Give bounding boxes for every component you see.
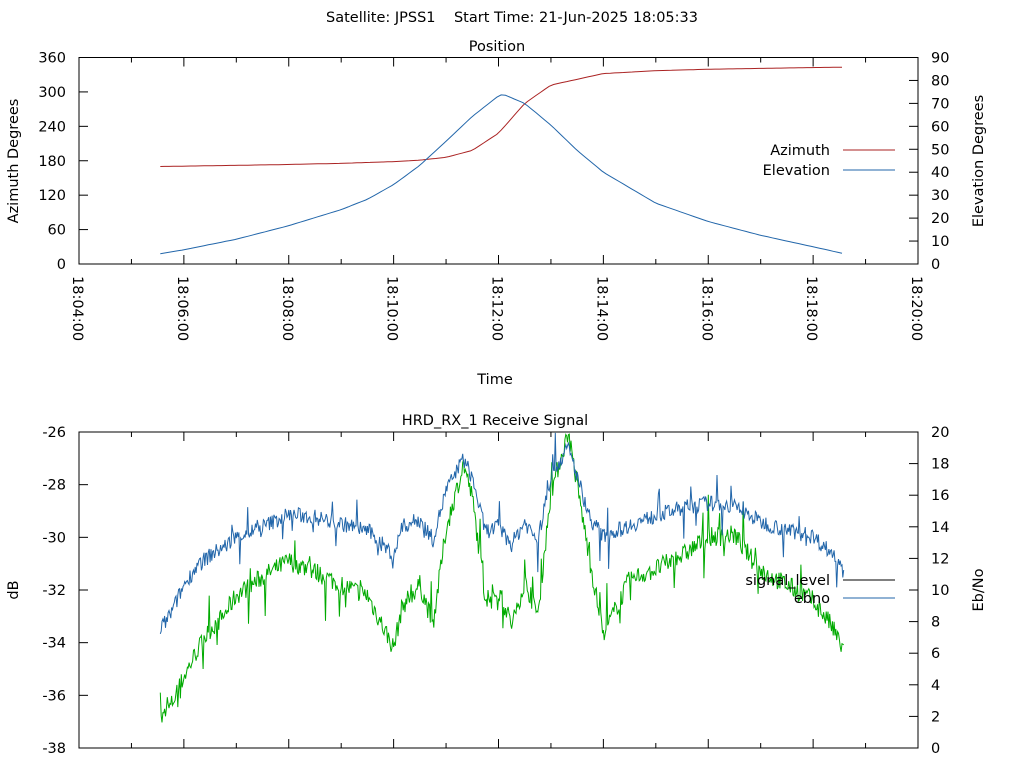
- position-y-tick-labels: 0 60 120 180 240 300 360: [38, 51, 66, 274]
- position-ticks: [78, 57, 919, 265]
- y-tick-label: 60: [48, 223, 66, 239]
- x-tick-label: 18:18:00: [803, 276, 819, 341]
- y-tick-label: -26: [42, 425, 66, 441]
- y2-tick-label: 40: [931, 165, 949, 181]
- receive-plot-frame: [78, 431, 919, 749]
- receive-y-tick-labels: -38 -36 -34 -32 -30 -28 -26: [42, 425, 66, 757]
- y-tick-label: -36: [42, 688, 66, 704]
- y-tick-label: -34: [42, 636, 66, 652]
- x-tick-label: 18:06:00: [174, 276, 190, 341]
- y-tick-label: -30: [42, 530, 66, 546]
- y-tick-label: 240: [38, 119, 66, 135]
- y-tick-label: 180: [38, 154, 66, 170]
- x-tick-label: 18:04:00: [69, 276, 85, 341]
- x-tick-label: 18:12:00: [489, 276, 505, 341]
- y-tick-label: -28: [42, 478, 66, 494]
- y2-tick-label: 20: [931, 425, 949, 441]
- position-x-tick-labels: 18:04:00 18:06:00 18:08:00 18:10:00 18:12:00…: [69, 276, 924, 341]
- y-tick-label: 300: [38, 85, 66, 101]
- y2-tick-label: 80: [931, 73, 949, 89]
- position-chart-title: Position: [469, 39, 525, 55]
- y-tick-label: -38: [42, 741, 66, 757]
- y2-tick-label: 10: [931, 234, 949, 250]
- series-line-azimuth: [160, 66, 842, 167]
- x-tick-label: 18:08:00: [279, 276, 295, 341]
- position-y2-tick-labels: 0 10 20 30 40 50 60 70 80 90: [931, 51, 949, 274]
- receive-signal-chart-title: HRD_RX_1 Receive Signal: [402, 413, 588, 429]
- y2-tick-label: 16: [931, 488, 949, 504]
- x-tick-label: 18:16:00: [698, 276, 714, 341]
- y2-tick-label: 14: [931, 520, 949, 536]
- legend-label: Elevation: [763, 163, 830, 179]
- y-tick-label: -32: [42, 583, 66, 599]
- receive-y2-tick-labels: 0 2 4 6 8 10 12 14 16 18 20: [931, 425, 949, 757]
- y2-tick-label: 50: [931, 142, 949, 158]
- y2-tick-label: 30: [931, 188, 949, 204]
- series-line-ebno: [159, 432, 845, 635]
- y2-tick-label: 8: [931, 615, 940, 631]
- x-tick-label: 18:14:00: [593, 276, 609, 341]
- y2-tick-label: 10: [931, 583, 949, 599]
- series-line-signal-level: [159, 433, 844, 723]
- receive-y2-axis-label: Eb/No: [971, 568, 987, 611]
- y2-tick-label: 20: [931, 211, 949, 227]
- receive-series: [159, 432, 845, 723]
- position-y2-axis-label: Elevation Degrees: [971, 95, 987, 227]
- position-legend: Azimuth Elevation: [763, 143, 895, 179]
- receive-signal-chart: HRD_RX_1 Receive Signal -38-36-34-32-30-…: [6, 413, 987, 757]
- receive-ticks: [78, 431, 919, 749]
- y2-tick-label: 12: [931, 551, 949, 567]
- y2-tick-label: 60: [931, 119, 949, 135]
- position-series: [160, 66, 843, 255]
- legend-label: ebno: [794, 591, 830, 607]
- y2-tick-label: 70: [931, 96, 949, 112]
- y-tick-label: 0: [57, 257, 66, 273]
- position-chart: Position 18:04:00 18:06:00 18:08:00 18:10:0…: [6, 39, 987, 388]
- position-x-axis-label: Time: [476, 372, 513, 388]
- position-plot-frame: [78, 57, 919, 265]
- y2-tick-label: 18: [931, 457, 949, 473]
- y2-tick-label: 0: [931, 257, 940, 273]
- position-y-axis-label: Azimuth Degrees: [6, 99, 22, 224]
- series-line-elevation: [160, 94, 843, 255]
- receive-y-axis-label: dB: [6, 580, 22, 599]
- y2-tick-label: 90: [931, 51, 949, 67]
- legend-label: Azimuth: [770, 143, 830, 159]
- y2-tick-label: 4: [931, 678, 940, 694]
- y2-tick-label: 2: [931, 709, 940, 725]
- y-tick-label: 120: [38, 188, 66, 204]
- y2-tick-label: 0: [931, 741, 940, 757]
- y2-tick-label: 6: [931, 646, 940, 662]
- x-tick-label: 18:20:00: [908, 276, 924, 341]
- y-tick-label: 360: [38, 51, 66, 67]
- figure-title: Satellite: JPSS1 Start Time: 21-Jun-2025…: [326, 10, 698, 26]
- legend-label: signal_level: [745, 573, 830, 589]
- x-tick-label: 18:10:00: [384, 276, 400, 341]
